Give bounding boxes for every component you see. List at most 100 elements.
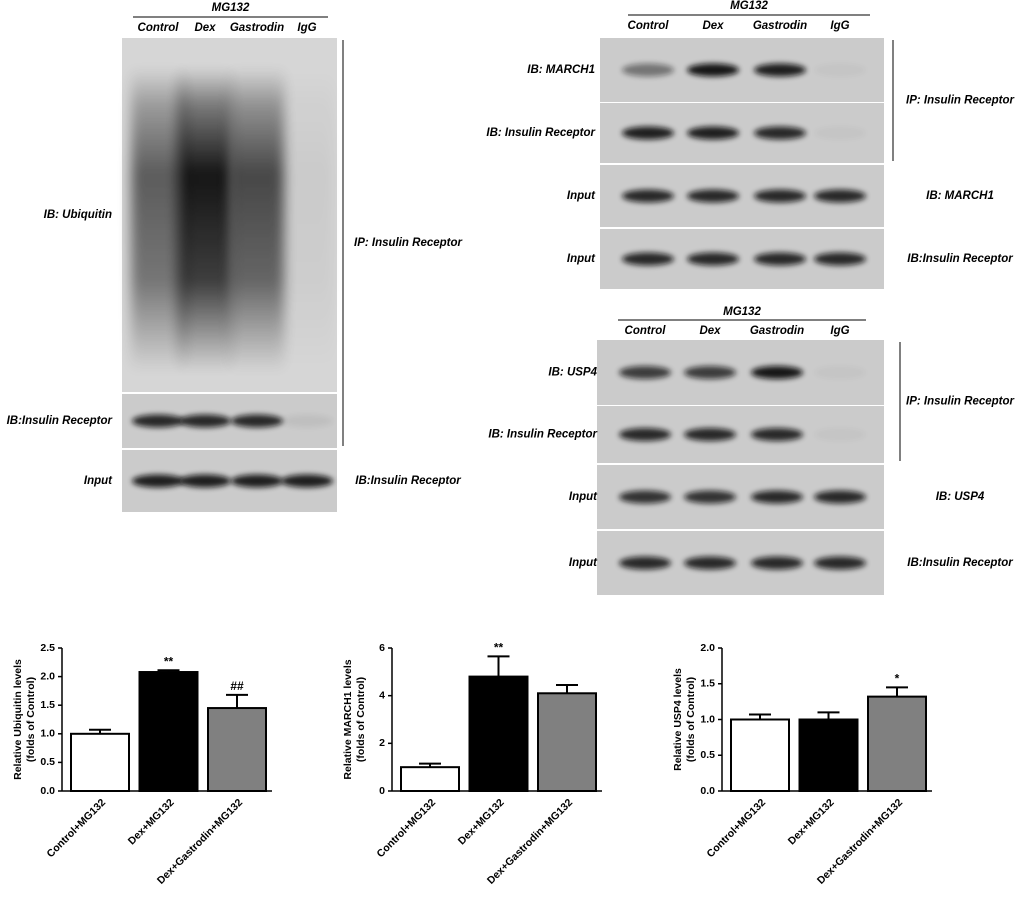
- band: [754, 63, 806, 77]
- y-tick-label: 0.5: [40, 756, 55, 768]
- band: [754, 126, 806, 140]
- band: [687, 63, 739, 77]
- input-label: IB:Insulin Receptor: [355, 475, 461, 487]
- band: [619, 556, 671, 570]
- smear: [280, 68, 334, 372]
- x-tick-label: Control+MG132: [705, 796, 769, 860]
- lane-label: Control: [138, 22, 180, 34]
- band: [622, 189, 674, 203]
- y-tick-label: 6: [379, 642, 385, 654]
- lane-label: IgG: [830, 20, 849, 32]
- smear: [131, 68, 185, 372]
- row-label: Input: [569, 557, 598, 569]
- bar: [400, 766, 460, 793]
- band: [751, 428, 803, 441]
- band: [684, 556, 736, 570]
- lane-label: Control: [628, 20, 670, 32]
- significance-label: **: [164, 654, 174, 668]
- bar-chart: 0.0 0.5 1.0 1.5 2.0 Relative USP4 levels (fold…: [672, 642, 932, 887]
- y-axis-label: (folds of Control): [685, 677, 697, 762]
- lane-label: Dex: [699, 325, 721, 337]
- row-label: Input: [84, 475, 113, 487]
- band: [179, 414, 231, 428]
- bar: [730, 718, 790, 792]
- x-tick-label: Dex+MG132: [786, 796, 837, 847]
- row-label: Input: [567, 253, 596, 265]
- y-tick-label: 1.5: [700, 678, 715, 690]
- band: [281, 474, 333, 488]
- blot-panel: MG132 Control Dex Gastrodin IgG IB: MARCH1 IB:…: [486, 0, 1015, 289]
- band: [814, 490, 866, 504]
- band: [687, 126, 739, 140]
- row-label: IB: Insulin Receptor: [488, 429, 597, 441]
- band: [814, 189, 866, 203]
- y-axis-label: Relative USP4 levels: [672, 668, 684, 771]
- bar: [867, 695, 927, 792]
- lane-label: Control: [625, 325, 667, 337]
- x-tick-label: Control+MG132: [375, 796, 439, 860]
- y-axis-label: (folds of Control): [355, 677, 367, 762]
- bar: [798, 718, 859, 792]
- y-tick-label: 2.0: [700, 642, 715, 654]
- ip-label: IP: Insulin Receptor: [906, 95, 1015, 107]
- band: [814, 366, 866, 379]
- band: [814, 64, 866, 77]
- band: [281, 414, 333, 428]
- band: [132, 474, 184, 488]
- band: [751, 556, 803, 570]
- y-axis-label: Relative Ubiquitin levels: [12, 659, 24, 780]
- y-tick-label: 1.0: [700, 713, 715, 725]
- y-tick-label: 0: [379, 785, 385, 797]
- band: [751, 366, 803, 379]
- smear: [230, 68, 284, 372]
- bar: [207, 707, 267, 792]
- y-tick-label: 0.5: [700, 749, 715, 761]
- band: [814, 556, 866, 570]
- band: [751, 490, 803, 504]
- bar: [70, 732, 130, 792]
- bar: [138, 671, 199, 792]
- band: [619, 366, 671, 379]
- lane-label: IgG: [297, 22, 316, 34]
- band: [684, 366, 736, 379]
- treatment-label: MG132: [212, 2, 250, 14]
- bar: [537, 692, 597, 792]
- x-tick-label: Dex+MG132: [126, 796, 177, 847]
- lane-label: Gastrodin: [753, 20, 807, 32]
- lane-label: Gastrodin: [750, 325, 804, 337]
- row-label: Input: [567, 190, 596, 202]
- row-label: IB: USP4: [548, 367, 597, 379]
- significance-label: **: [494, 641, 504, 655]
- band: [622, 126, 674, 140]
- band: [619, 428, 671, 441]
- x-tick-label: Control+MG132: [45, 796, 109, 860]
- band: [231, 414, 283, 428]
- bar-chart: 0 2 4 6 Relative MARCH1 levels (folds of Cont…: [342, 641, 602, 887]
- band: [231, 474, 283, 488]
- bar: [468, 675, 529, 792]
- y-tick-label: 0.0: [40, 785, 55, 797]
- treatment-label: MG132: [730, 0, 768, 12]
- smear: [178, 68, 232, 372]
- lane-label: IgG: [830, 325, 849, 337]
- input-label: IB:Insulin Receptor: [907, 557, 1013, 569]
- band: [684, 428, 736, 441]
- row-label: IB: Insulin Receptor: [486, 127, 595, 139]
- ip-label: IP: Insulin Receptor: [354, 237, 463, 249]
- lane-label: Dex: [702, 20, 724, 32]
- input-label: IB:Insulin Receptor: [907, 253, 1013, 265]
- y-axis-label: (folds of Control): [25, 677, 37, 762]
- band: [687, 189, 739, 203]
- treatment-label: MG132: [723, 306, 761, 318]
- lane-label: Dex: [194, 22, 216, 34]
- y-tick-label: 2: [379, 737, 385, 749]
- band: [814, 428, 866, 441]
- blot-panel: MG132 Control Dex Gastrodin IgG IB: Ubiquitin…: [7, 2, 463, 512]
- band: [622, 63, 674, 77]
- band: [619, 490, 671, 504]
- band: [622, 252, 674, 266]
- input-label: IB: MARCH1: [926, 190, 994, 202]
- band: [754, 189, 806, 203]
- band: [687, 252, 739, 266]
